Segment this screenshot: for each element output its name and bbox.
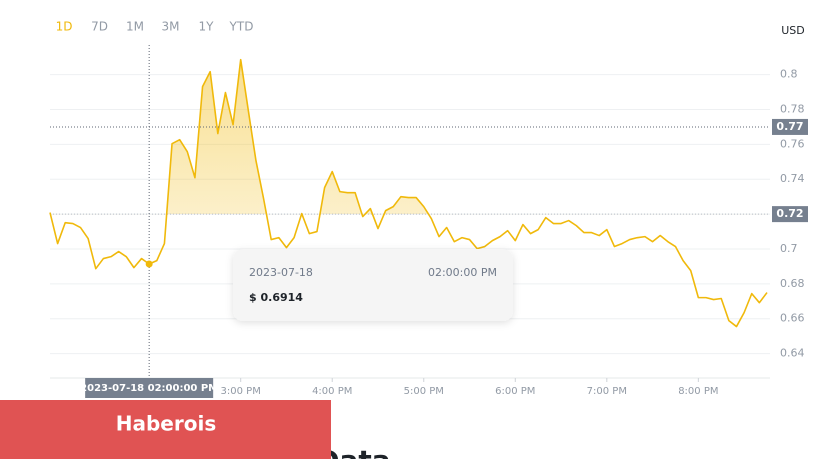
axis-hover-label: 2023-07-18 02:00:00 PM bbox=[80, 383, 218, 394]
tooltip-price: $ 0.6914 bbox=[249, 291, 303, 304]
y-tick-label: 0.74 bbox=[780, 172, 805, 185]
axis-hover-bg bbox=[85, 378, 214, 398]
x-tick-label: 6:00 PM bbox=[495, 386, 535, 397]
price-line bbox=[49, 58, 768, 328]
range-button[interactable]: YTD bbox=[229, 20, 254, 34]
range-button[interactable]: 7D bbox=[91, 20, 108, 34]
range-button[interactable]: 1Y bbox=[199, 20, 215, 34]
y-tick-label: 0.8 bbox=[780, 68, 798, 81]
hover-point bbox=[145, 260, 153, 268]
y-tick-label: 0.66 bbox=[780, 312, 805, 325]
y-tick-label: 0.68 bbox=[780, 277, 805, 290]
price-tag-bg bbox=[772, 118, 808, 135]
area bbox=[50, 59, 767, 215]
x-tick-label: 8:00 PM bbox=[678, 386, 718, 397]
price-tag: 0.77 bbox=[776, 120, 803, 133]
banner: Haberois bbox=[116, 412, 216, 436]
x-tick-label: 5:00 PM bbox=[404, 386, 444, 397]
range-button[interactable]: 1M bbox=[126, 20, 144, 34]
currency: USD bbox=[781, 24, 805, 37]
tooltip-time: 02:00:00 PM bbox=[428, 266, 497, 279]
y-tick-label: 0.64 bbox=[780, 347, 805, 360]
range-button[interactable]: 3M bbox=[162, 20, 180, 34]
banner-bg bbox=[0, 400, 331, 459]
y-tick-label: 0.76 bbox=[780, 137, 805, 150]
x-tick-label: 4:00 PM bbox=[312, 386, 352, 397]
y-tick-label: 0.78 bbox=[780, 103, 805, 116]
price-tag: 0.72 bbox=[776, 207, 803, 220]
range-button[interactable]: 1D bbox=[56, 20, 73, 34]
x-tick-label: 3:00 PM bbox=[221, 386, 261, 397]
price-tag-bg bbox=[772, 206, 808, 223]
tooltip-bg bbox=[233, 249, 513, 321]
x-tick-label: 7:00 PM bbox=[587, 386, 627, 397]
y-tick-label: 0.7 bbox=[780, 242, 798, 255]
tooltip-date: 2023-07-18 bbox=[249, 266, 313, 279]
